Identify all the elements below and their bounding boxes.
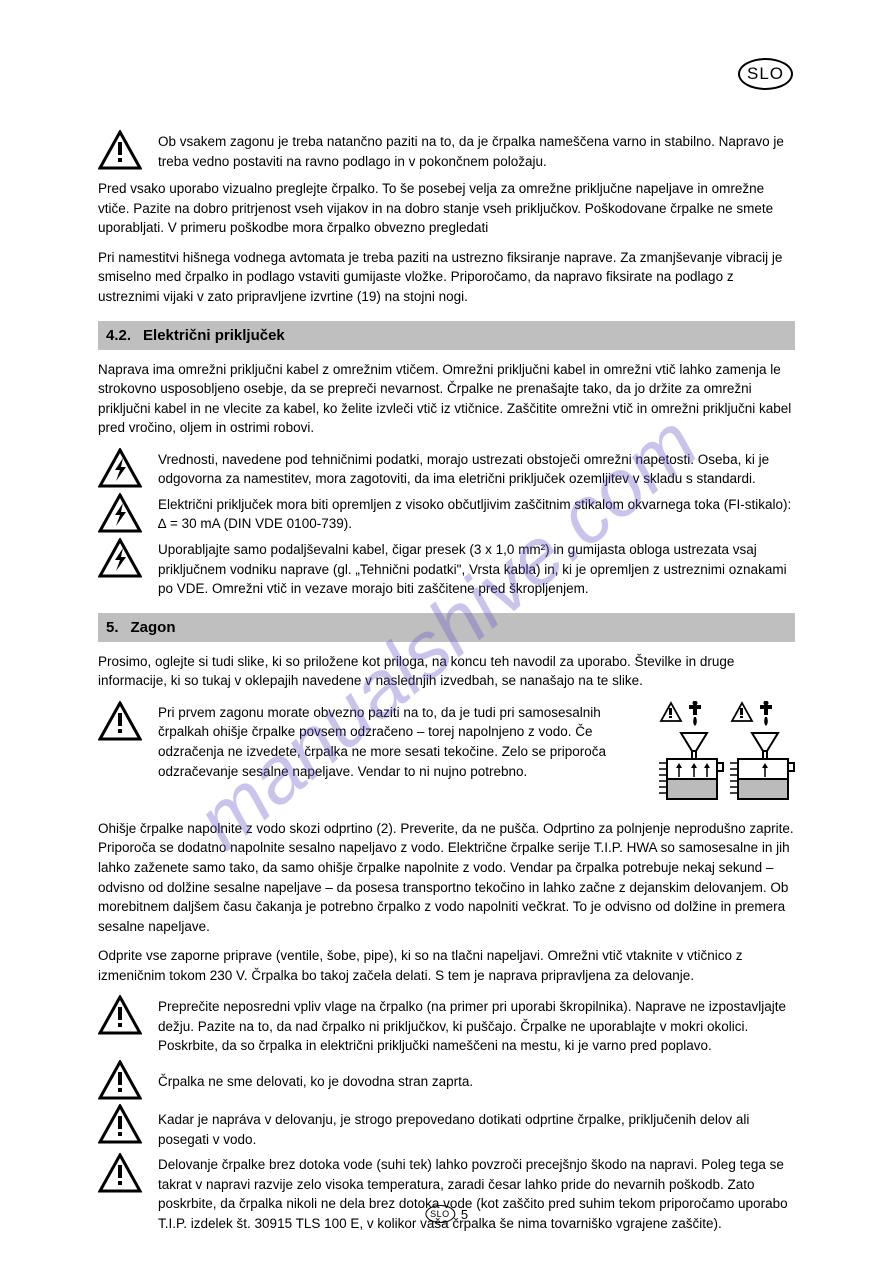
section-num-4-2: 4.2. — [106, 327, 131, 344]
warn-row-5: Preprečite neposredni vpliv vlage na črp… — [98, 995, 795, 1056]
icon-col — [98, 448, 158, 488]
electric-hazard-icon — [98, 448, 142, 488]
icon-col — [98, 995, 158, 1035]
para-4-1: Naprava ima omrežni priključni kabel z o… — [98, 360, 795, 438]
warning-icon — [98, 701, 142, 741]
fill-row: Pri prvem zagonu morate obvezno paziti n… — [98, 701, 649, 781]
electric-hazard-icon — [98, 493, 142, 533]
warn-text-6: Črpalka ne sme delovati, ko je dovodna s… — [158, 1060, 795, 1092]
para-5-3: Ohišje črpalke napolnite z vodo skozi od… — [98, 819, 795, 936]
section-num-5: 5. — [106, 619, 119, 636]
elec-text-3: Uporabljajte samo podaljševalni kabel, č… — [158, 538, 795, 599]
para-5-1: Prosimo, oglejte si tudi slike, ki so pr… — [98, 652, 795, 691]
pump-figures — [659, 701, 795, 811]
fill-text: Pri prvem zagonu morate obvezno paziti n… — [158, 701, 649, 781]
icon-col — [98, 130, 158, 170]
para-a3: Pri namestitvi hišnega vodnega avtomata … — [98, 248, 795, 307]
para-5-4: Odprite vse zaporne priprave (ventile, š… — [98, 946, 795, 985]
section-title-4-2: Električni priključek — [143, 327, 285, 344]
warn-text-5: Preprečite neposredni vpliv vlage na črp… — [158, 995, 795, 1056]
page-number: 5 — [461, 1207, 468, 1222]
warn-text-7: Kadar je napráva v delovanju, je strogo … — [158, 1104, 795, 1149]
warning-icon — [98, 995, 142, 1035]
icon-col — [98, 1104, 158, 1144]
pump-fill-diagram-left — [659, 701, 724, 811]
section-bar-4-2: 4.2. Električni priključek — [98, 321, 795, 350]
language-badge-bottom-text: SLO — [430, 1209, 450, 1219]
icon-col — [98, 1153, 158, 1193]
icon-col — [98, 493, 158, 533]
section-bar-5: 5. Zagon — [98, 613, 795, 642]
warning-row-1: Ob vsakem zagonu je treba natančno pazit… — [98, 130, 795, 171]
warn-row-6: Črpalka ne sme delovati, ko je dovodna s… — [98, 1060, 795, 1100]
section-title-5: Zagon — [131, 619, 176, 636]
icon-col — [98, 1060, 158, 1100]
warning-icon — [98, 1104, 142, 1144]
warn-row-7: Kadar je napráva v delovanju, je strogo … — [98, 1104, 795, 1149]
elec-text-2: Električni priključek mora biti opremlje… — [158, 493, 795, 534]
icon-col — [98, 701, 158, 741]
warn-text-8: Delovanje črpalke brez dotoka vode (suhi… — [158, 1153, 795, 1233]
electric-hazard-icon — [98, 538, 142, 578]
fill-pump-block: Pri prvem zagonu morate obvezno paziti n… — [98, 701, 795, 811]
elec-text-1: Vrednosti, navedene pod tehničnimi podat… — [158, 448, 795, 489]
page-footer: SLO 5 — [425, 1205, 468, 1223]
elec-row-3: Uporabljajte samo podaljševalni kabel, č… — [98, 538, 795, 599]
language-badge-top: SLO — [738, 58, 793, 90]
elec-row-2: Električni priključek mora biti opremlje… — [98, 493, 795, 534]
warning-icon — [98, 1153, 142, 1193]
warning-icon — [98, 1060, 142, 1100]
language-badge-bottom: SLO — [425, 1205, 455, 1223]
icon-col — [98, 538, 158, 578]
warning-icon — [98, 130, 142, 170]
page-content: Ob vsakem zagonu je treba natančno pazit… — [98, 130, 795, 1233]
pump-fill-diagram-right — [730, 701, 795, 811]
para-a2: Pred vsako uporabo vizualno preglejte čr… — [98, 179, 795, 238]
language-badge-top-text: SLO — [747, 64, 784, 84]
warning-text-1: Ob vsakem zagonu je treba natančno pazit… — [158, 130, 795, 171]
elec-row-1: Vrednosti, navedene pod tehničnimi podat… — [98, 448, 795, 489]
